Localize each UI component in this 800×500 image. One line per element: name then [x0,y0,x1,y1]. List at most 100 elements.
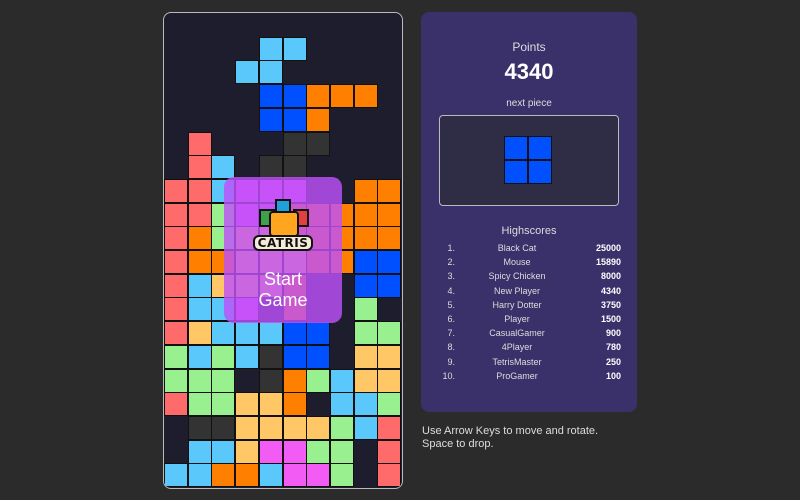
highscore-name: Harry Dotter [492,299,542,310]
highscore-rank: 2. [447,257,455,268]
start-game-button[interactable]: CATRIS Start Game [224,177,342,323]
highscore-row: 5. Harry Dotter 3750 [433,298,621,312]
cat-block [187,131,212,156]
cat-block [282,321,307,346]
cat-block [353,273,378,298]
cat-block [306,131,331,156]
cat-block [258,60,283,85]
help-line: Use Arrow Keys to move and rotate. [422,425,599,437]
cat-block [353,84,378,109]
cat-block [353,202,378,227]
highscore-row: 7. CasualGamer 900 [433,326,621,340]
highscore-name: Black Cat [497,243,537,254]
cat-block [164,250,188,274]
highscore-row: 6. Player 1500 [433,312,621,326]
cat-block [258,439,283,464]
cat-block [353,415,378,440]
cat-block [211,415,236,440]
highscore-rank: 1. [447,243,455,254]
cat-block [282,392,307,417]
cat-block [306,84,331,109]
highscore-score: 15890 [595,257,621,268]
cat-block [353,250,378,274]
cat-block [187,392,212,417]
cat-block [353,344,378,369]
start-game-label: Start Game [258,269,307,311]
cat-block [282,368,307,393]
cat-block [187,273,212,298]
highscore-name: New Player [493,285,540,296]
highscore-name: TetrisMaster [492,356,542,367]
cat-block [235,60,260,85]
cat-block [258,392,283,417]
catris-logo: CATRIS [253,199,313,251]
cat-block [282,155,307,180]
points-label: Points [512,40,546,54]
cat-block [187,368,212,393]
cat-block [377,415,402,440]
highscore-name: Mouse [503,257,531,268]
cat-block [377,250,402,274]
next-piece-block [504,160,528,184]
highscore-score: 100 [605,370,621,381]
cat-block [306,463,331,488]
cat-block [258,84,283,109]
cat-block [353,321,378,346]
highscore-rank: 6. [447,314,455,325]
start-label-line1: Start [263,269,302,289]
highscore-score: 25000 [595,243,621,254]
highscore-name: ProGamer [496,370,538,381]
highscore-score: 780 [605,342,621,353]
highscore-score: 1500 [600,314,621,325]
cat-block [306,415,331,440]
cat-block [377,202,402,227]
highscore-row: 1. Black Cat 25000 [433,241,621,255]
cat-block [235,344,260,369]
highscore-row: 2. Mouse 15890 [433,255,621,269]
cat-block [353,226,378,251]
cat-block [377,392,402,417]
cat-block [235,321,260,346]
cat-block [164,226,188,251]
highscore-score: 3750 [600,299,621,310]
cat-block [187,439,212,464]
cat-block [211,392,236,417]
score-panel: Points 4340 next piece Highscores 1. Blac… [421,12,637,412]
cat-block [329,439,354,464]
cat-block [164,202,188,227]
cat-block [258,36,283,61]
controls-help: Use Arrow Keys to move and rotate. Space… [422,425,598,451]
cat-block [282,107,307,132]
cat-block [187,178,212,203]
cat-block [211,439,236,464]
cat-block [353,368,378,393]
highscore-name: Player [504,314,530,325]
cat-block [377,439,402,464]
cat-block [258,415,283,440]
cat-block [282,344,307,369]
highscores-list: 1. Black Cat 25000 2. Mouse 15890 3. Spicy Chic… [433,241,621,383]
cat-block [187,202,212,227]
next-piece-block [528,136,552,160]
next-piece-preview [439,115,619,206]
cat-block [329,392,354,417]
cat-block [353,297,378,322]
cat-block [211,321,236,346]
cat-block [211,155,236,180]
cat-block [187,297,212,322]
cat-block [258,368,283,393]
highscore-name: Spicy Chicken [488,271,546,282]
cat-block [329,463,354,488]
cat-block [187,463,212,488]
cat-block [306,107,331,132]
cat-block [258,463,283,488]
cat-block [164,178,188,203]
cat-block [235,463,260,488]
next-piece-block [528,160,552,184]
highscore-rank: 3. [447,271,455,282]
highscore-row: 9. TetrisMaster 250 [433,355,621,369]
cat-block [377,178,402,203]
cat-block [211,463,236,488]
start-label-line2: Game [258,290,308,310]
cat-block [353,392,378,417]
